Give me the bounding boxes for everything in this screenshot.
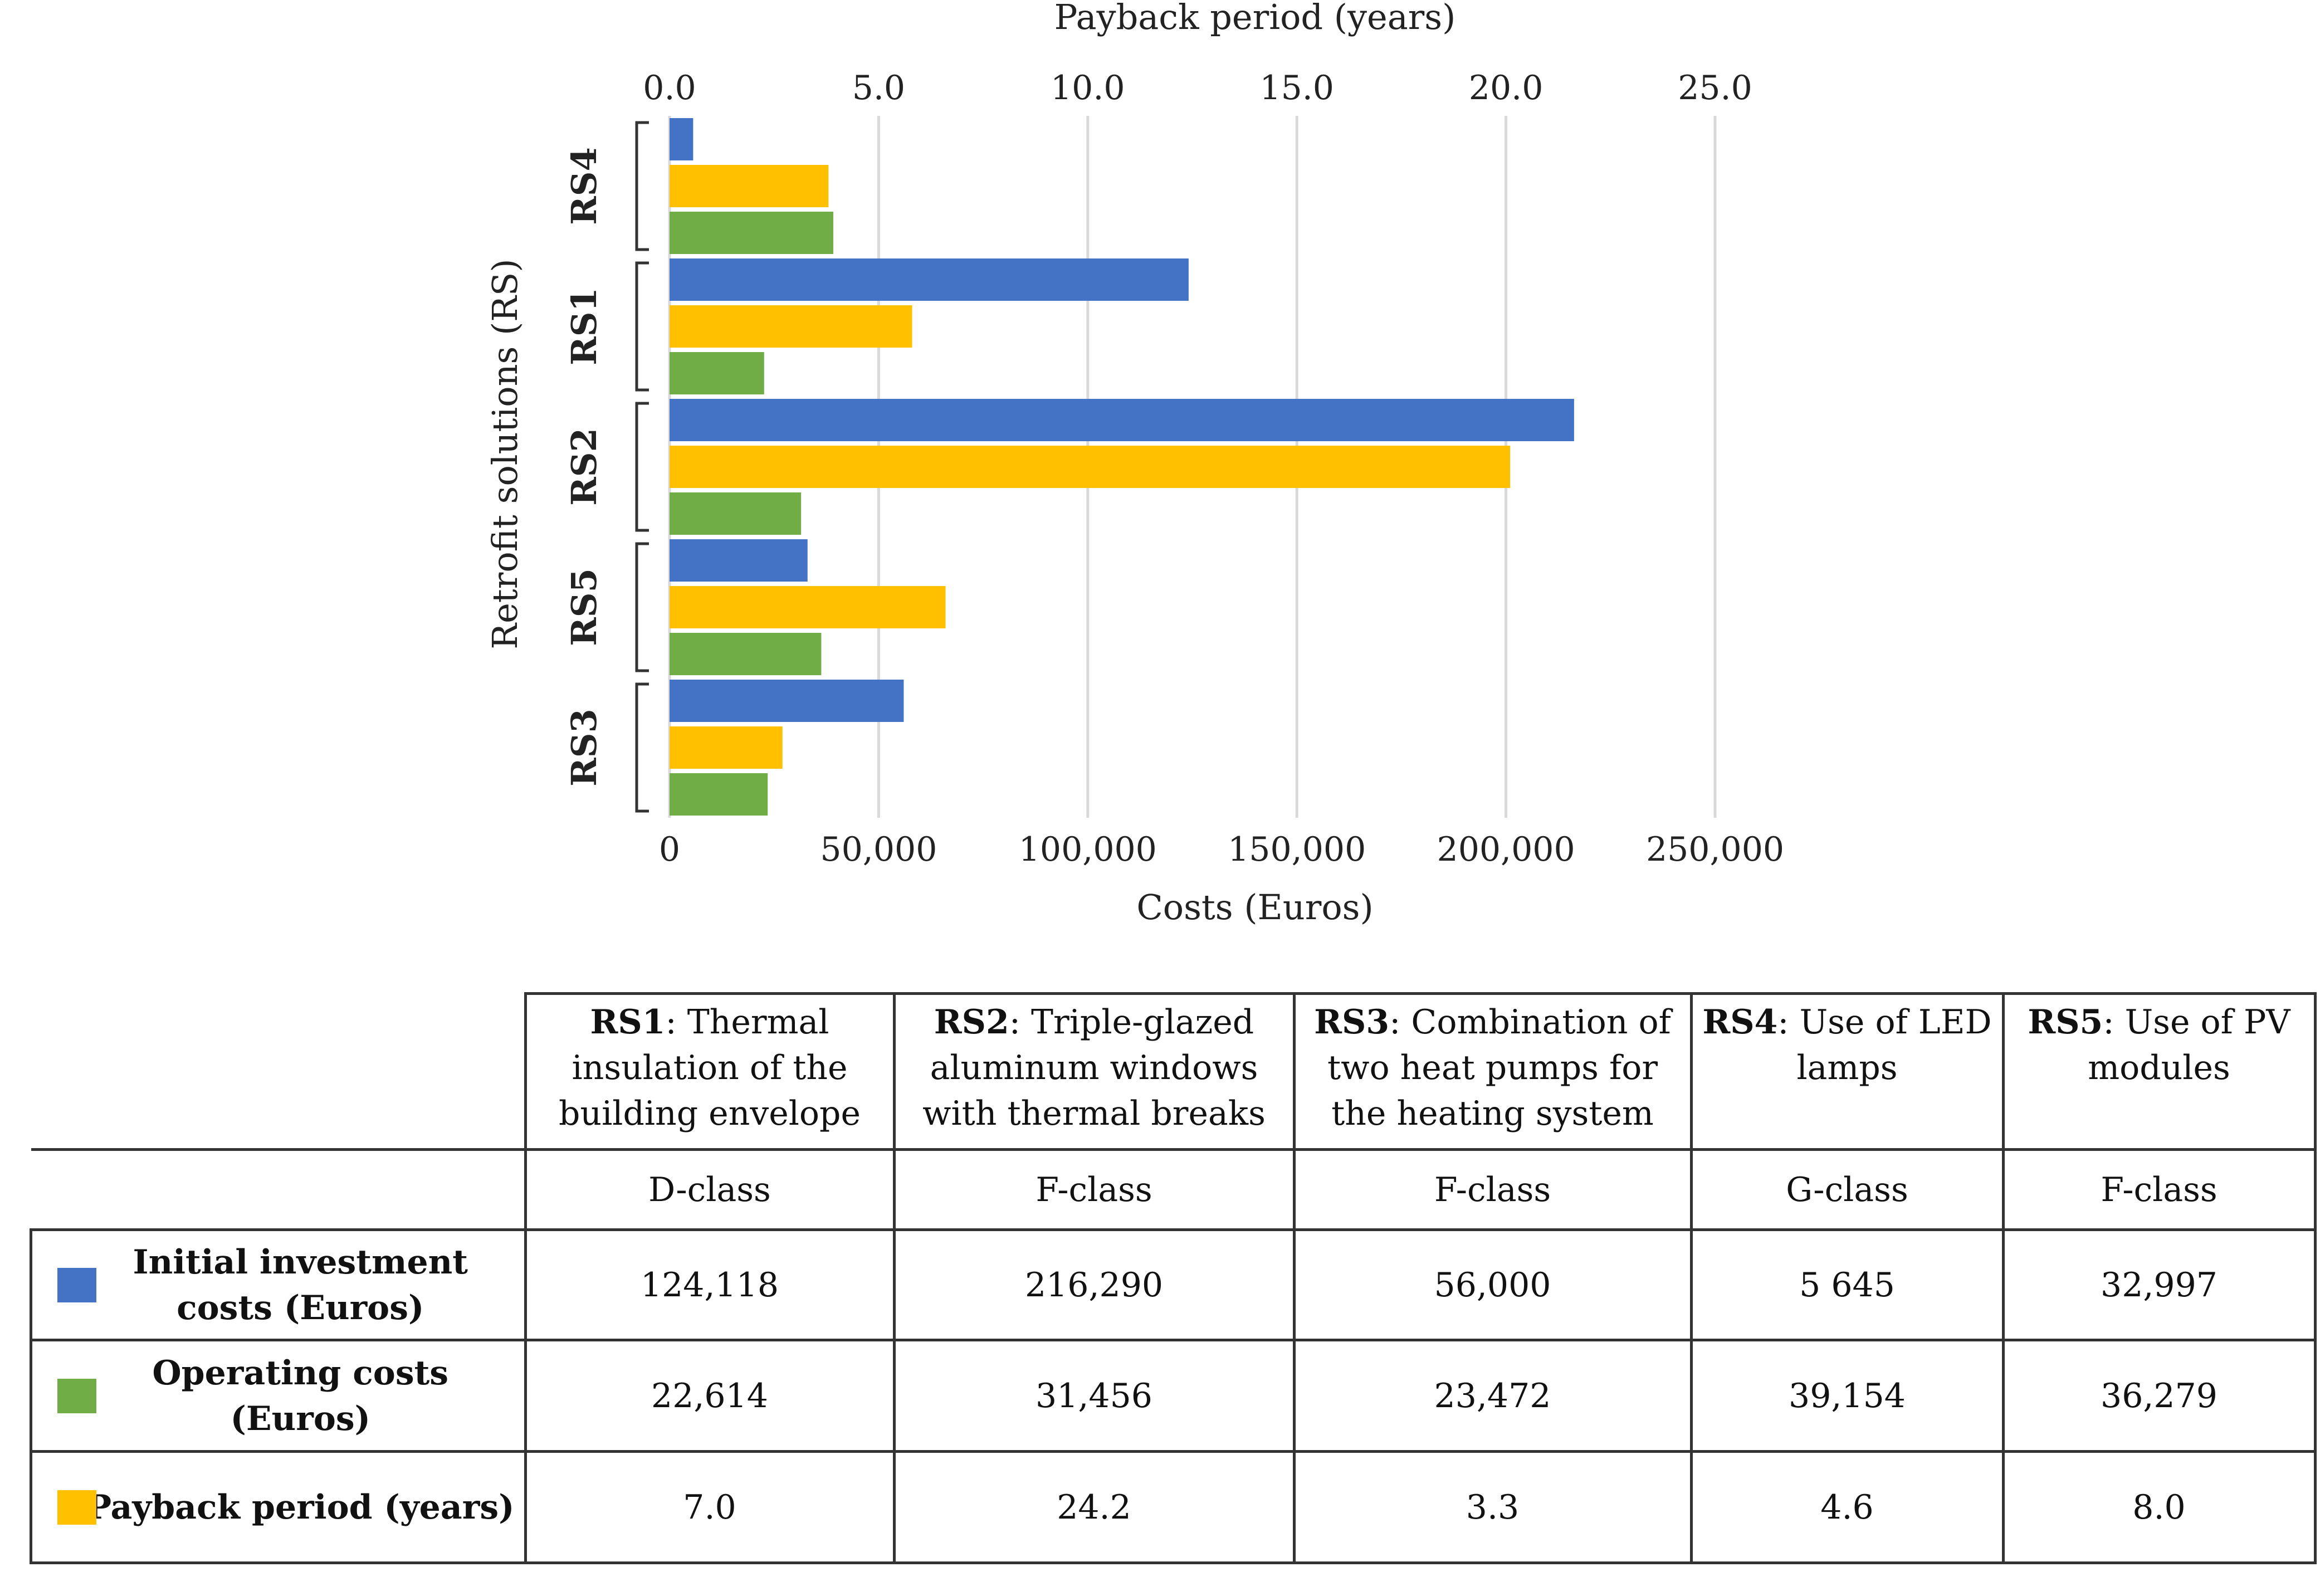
header-rs2: RS2: Triple-glazed aluminum windows with… xyxy=(892,992,1296,1151)
bottom-axis-title: Costs (Euros) xyxy=(1136,887,1373,928)
row-label: Operating costs (Euros) xyxy=(30,1339,527,1453)
bar-rs2-bottom-2 xyxy=(670,492,802,535)
table-row: Payback period (years) 7.0 24.2 3.3 4.6 … xyxy=(30,1450,2317,1564)
cell: 8.0 xyxy=(2001,1450,2317,1564)
category-label: RS2 xyxy=(564,428,604,505)
cell: 4.6 xyxy=(1689,1450,2005,1564)
top-tick-label: 10.0 xyxy=(1051,69,1125,108)
cell: 31,456 xyxy=(892,1339,1296,1453)
row-label: Initial investment costs (Euros) xyxy=(30,1228,527,1341)
group-bracket xyxy=(635,682,649,813)
cell: 216,290 xyxy=(892,1228,1296,1341)
top-tick-label: 5.0 xyxy=(852,69,905,108)
cell: 36,279 xyxy=(2001,1339,2317,1453)
cell: 124,118 xyxy=(524,1228,896,1341)
empty-corner xyxy=(31,1149,527,1231)
cell: 3.3 xyxy=(1292,1450,1693,1564)
cell: 7.0 xyxy=(524,1450,896,1564)
header-rs1: RS1: Thermal insulation of the building … xyxy=(524,992,896,1151)
bar-rs4-bottom-2 xyxy=(670,212,833,254)
group-bracket xyxy=(635,121,649,251)
top-tick-label: 20.0 xyxy=(1469,69,1544,108)
energy-class: G-class xyxy=(1689,1148,2005,1231)
y-axis-title: Retrofit solutions (RS) xyxy=(485,258,525,649)
bar-rs4-bottom-0 xyxy=(670,118,693,160)
bar-rs2-top-1 xyxy=(670,446,1511,488)
bar-rs3-bottom-0 xyxy=(670,680,904,722)
energy-class: F-class xyxy=(892,1148,1296,1231)
bar-rs5-bottom-0 xyxy=(670,539,808,582)
category-label: RS4 xyxy=(564,147,604,224)
bottom-tick-label: 100,000 xyxy=(1019,830,1157,869)
legend-swatch-blue xyxy=(57,1267,96,1302)
bar-rs1-bottom-2 xyxy=(670,352,764,394)
row-label: Payback period (years) xyxy=(30,1450,527,1564)
top-tick-label: 25.0 xyxy=(1678,69,1752,108)
energy-class: F-class xyxy=(2001,1148,2317,1231)
cell: 39,154 xyxy=(1689,1339,2005,1453)
bar-rs4-top-1 xyxy=(670,165,829,207)
bottom-tick-label: 0 xyxy=(659,830,680,869)
cell: 23,472 xyxy=(1292,1339,1693,1453)
legend-swatch-yellow xyxy=(57,1490,96,1525)
category-label: RS5 xyxy=(564,568,604,646)
category-label: RS1 xyxy=(564,287,604,365)
bar-rs3-bottom-2 xyxy=(670,773,768,816)
top-tick-label: 15.0 xyxy=(1259,69,1334,108)
group-bracket xyxy=(635,261,649,392)
bar-rs5-top-1 xyxy=(670,586,946,628)
header-rs4: RS4: Use of LED lamps xyxy=(1689,992,2005,1151)
group-bracket xyxy=(635,542,649,672)
header-rs5: RS5: Use of PV modules xyxy=(2001,992,2317,1151)
bottom-tick-label: 150,000 xyxy=(1228,830,1366,869)
cell: 56,000 xyxy=(1292,1228,1693,1341)
energy-class: D-class xyxy=(524,1148,896,1231)
bottom-tick-label: 250,000 xyxy=(1646,830,1784,869)
energy-class: F-class xyxy=(1292,1148,1693,1231)
top-axis-title: Payback period (years) xyxy=(1054,0,1456,37)
header-rs3: RS3: Combination of two heat pumps for t… xyxy=(1292,992,1693,1151)
bar-rs5-bottom-2 xyxy=(670,633,822,675)
table-row: Initial investment costs (Euros) 124,118… xyxy=(30,1228,2317,1341)
cell: 22,614 xyxy=(524,1339,896,1453)
bottom-tick-label: 50,000 xyxy=(820,830,937,869)
legend-swatch-green xyxy=(57,1378,96,1413)
bar-rs1-bottom-0 xyxy=(670,258,1189,301)
cell: 32,997 xyxy=(2001,1228,2317,1341)
bar-chart: 0 0.0 50,000 5.0 100,000 10.0 150,000 15.0 200,0… xyxy=(485,0,1784,928)
empty-corner xyxy=(31,993,527,1151)
category-label: RS3 xyxy=(564,709,604,786)
bar-rs1-top-1 xyxy=(670,305,912,348)
bottom-tick-label: 200,000 xyxy=(1437,830,1575,869)
group-bracket xyxy=(635,402,649,532)
bar-rs3-top-1 xyxy=(670,726,783,769)
cell: 5 645 xyxy=(1689,1228,2005,1341)
bar-rs2-bottom-0 xyxy=(670,399,1574,441)
cell: 24.2 xyxy=(892,1450,1296,1564)
top-tick-label: 0.0 xyxy=(643,69,696,108)
data-table: RS1: Thermal insulation of the building … xyxy=(30,992,2317,1564)
table-row: Operating costs (Euros) 22,614 31,456 23… xyxy=(30,1339,2317,1453)
